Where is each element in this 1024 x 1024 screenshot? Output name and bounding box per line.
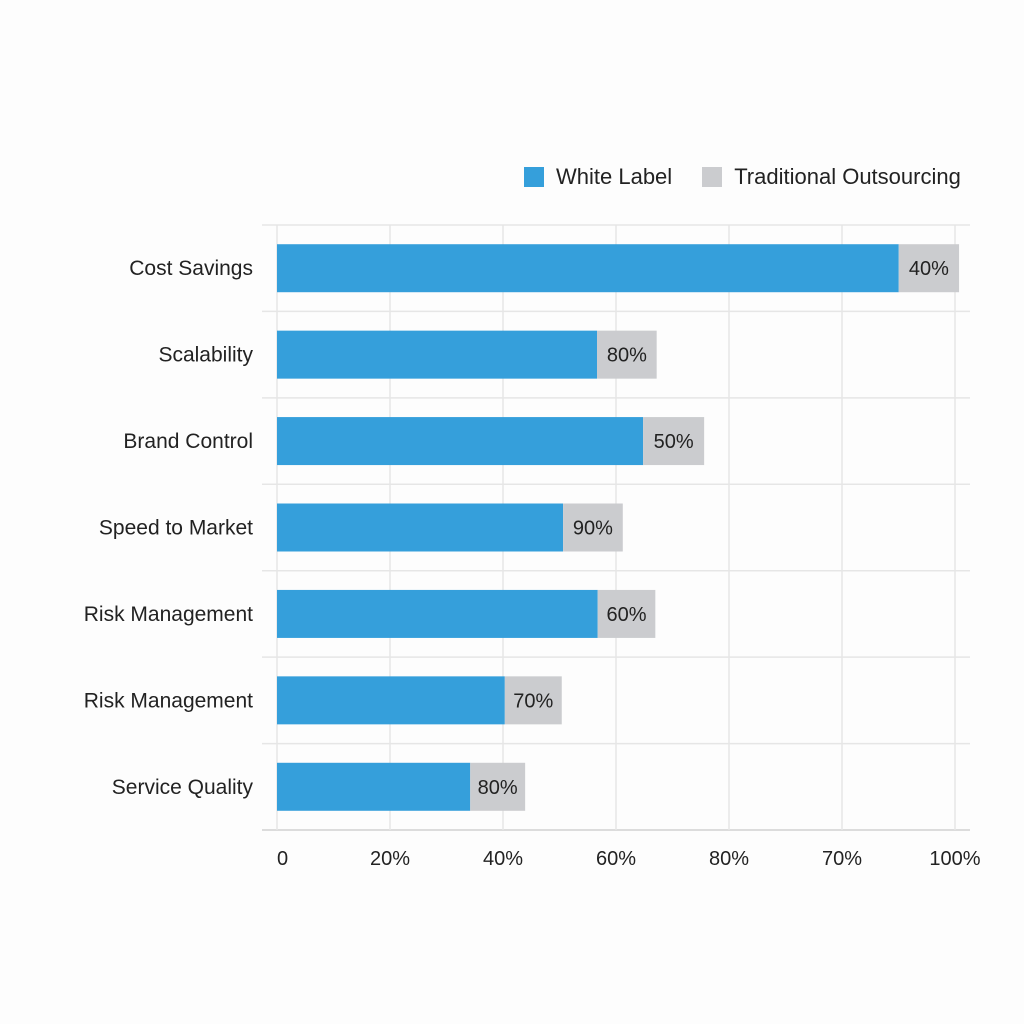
bar-traditional-outsourcing [597, 589, 656, 638]
bar-white-label [277, 244, 899, 293]
data-label: 40% [909, 258, 949, 280]
x-tick-label: 70% [822, 848, 862, 870]
x-tick-label: 80% [709, 848, 749, 870]
x-tick-label: 100% [929, 848, 980, 870]
bar-traditional-outsourcing [563, 503, 623, 552]
data-label: 80% [478, 777, 518, 799]
legend-item-traditional-outsourcing: Traditional Outsourcing [702, 164, 961, 190]
x-tick-label: 0 [277, 848, 288, 870]
data-label: 90% [573, 518, 613, 540]
legend-swatch-white-label [524, 167, 544, 187]
legend-swatch-traditional-outsourcing [702, 167, 723, 187]
y-category-label: Speed to Market [99, 517, 253, 540]
legend: White Label Traditional Outsourcing [524, 164, 991, 190]
bar-white-label [277, 589, 598, 638]
bar-traditional-outsourcing [597, 330, 657, 379]
data-label: 70% [513, 690, 553, 712]
x-tick-label: 20% [370, 848, 410, 870]
bar-traditional-outsourcing [470, 762, 526, 811]
bar-traditional-outsourcing [898, 244, 960, 293]
bar-white-label [277, 417, 644, 466]
bar-white-label [277, 762, 471, 811]
legend-label: Traditional Outsourcing [734, 164, 961, 189]
legend-label: White Label [556, 164, 673, 189]
y-category-label: Service Quality [112, 776, 254, 799]
bar-traditional-outsourcing [643, 417, 705, 466]
y-category-label: Cost Savings [129, 257, 253, 280]
x-tick-label: 60% [596, 848, 636, 870]
y-category-label: Scalability [158, 344, 253, 367]
data-label: 60% [606, 604, 646, 626]
bar-white-label [277, 503, 564, 552]
legend-item-white-label: White Label [524, 164, 672, 190]
x-tick-label: 40% [483, 848, 523, 870]
data-label: 80% [607, 345, 647, 367]
bar-white-label [277, 676, 505, 725]
y-category-label: Brand Control [123, 430, 253, 453]
data-label: 50% [654, 431, 694, 453]
y-category-label: Risk Management [84, 689, 253, 712]
y-category-label: Risk Management [84, 603, 253, 626]
bar-traditional-outsourcing [504, 676, 562, 725]
bar-white-label [277, 330, 598, 379]
